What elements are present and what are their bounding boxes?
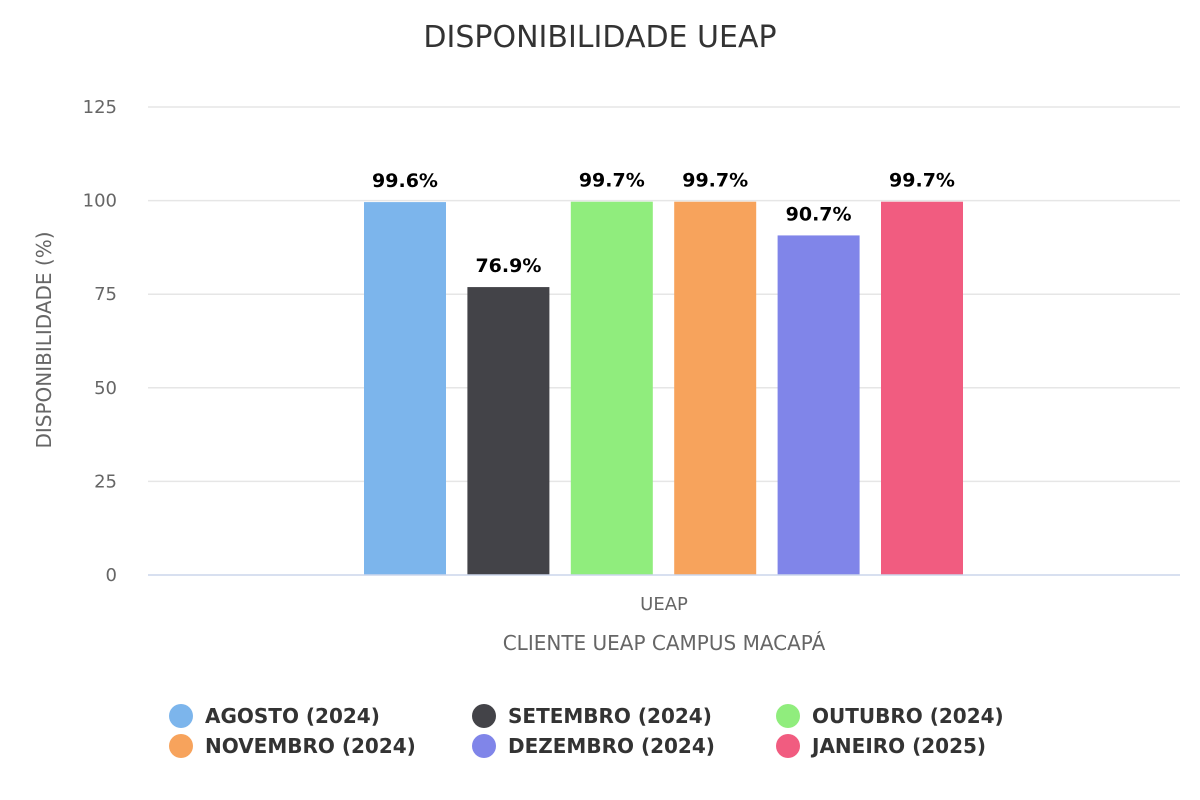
- y-axis-ticks: 0 25 50 75 100 125: [83, 97, 117, 586]
- y-tick-label: 0: [106, 565, 117, 586]
- data-label: 76.9%: [475, 255, 541, 277]
- legend-label: SETEMBRO (2024): [508, 704, 712, 728]
- legend-label: DEZEMBRO (2024): [508, 734, 715, 758]
- data-label: 99.7%: [889, 170, 955, 192]
- data-label: 99.7%: [682, 170, 748, 192]
- legend-label: OUTUBRO (2024): [812, 704, 1004, 728]
- legend-item[interactable]: OUTUBRO (2024): [776, 704, 1004, 728]
- legend-swatch: [472, 734, 496, 758]
- legend-item[interactable]: SETEMBRO (2024): [472, 704, 712, 728]
- legend: AGOSTO (2024) SETEMBRO (2024) OUTUBRO (202…: [169, 704, 1004, 758]
- x-axis-title: CLIENTE UEAP CAMPUS MACAPÁ: [503, 631, 826, 655]
- chart-title: DISPONIBILIDADE UEAP: [423, 20, 776, 55]
- bar: [570, 201, 653, 575]
- legend-label: JANEIRO (2025): [810, 734, 986, 758]
- legend-label: NOVEMBRO (2024): [205, 734, 416, 758]
- gridlines: [148, 106, 1180, 483]
- legend-swatch: [169, 704, 193, 728]
- legend-swatch: [169, 734, 193, 758]
- data-label: 99.6%: [372, 170, 438, 192]
- legend-item[interactable]: NOVEMBRO (2024): [169, 734, 416, 758]
- data-label: 90.7%: [786, 203, 852, 225]
- y-tick-label: 50: [94, 378, 117, 399]
- x-category-label: UEAP: [640, 594, 688, 615]
- data-label: 99.7%: [579, 170, 645, 192]
- legend-item[interactable]: AGOSTO (2024): [169, 704, 380, 728]
- y-axis-title: DISPONIBILIDADE (%): [32, 231, 56, 448]
- bar: [777, 235, 860, 576]
- bars: [364, 201, 963, 576]
- bar: [364, 202, 446, 575]
- bar: [881, 201, 963, 575]
- legend-swatch: [776, 704, 800, 728]
- legend-swatch: [472, 704, 496, 728]
- legend-label: AGOSTO (2024): [205, 704, 380, 728]
- legend-item[interactable]: DEZEMBRO (2024): [472, 734, 715, 758]
- legend-item[interactable]: JANEIRO (2025): [776, 734, 986, 758]
- y-tick-label: 100: [83, 191, 117, 212]
- legend-swatch: [776, 734, 800, 758]
- data-labels: 99.6% 76.9% 99.7% 99.7% 90.7% 99.7%: [372, 170, 955, 277]
- bar: [467, 287, 550, 575]
- y-tick-label: 75: [94, 284, 117, 305]
- y-tick-label: 125: [83, 97, 117, 118]
- y-tick-label: 25: [94, 471, 117, 492]
- bar: [674, 201, 757, 575]
